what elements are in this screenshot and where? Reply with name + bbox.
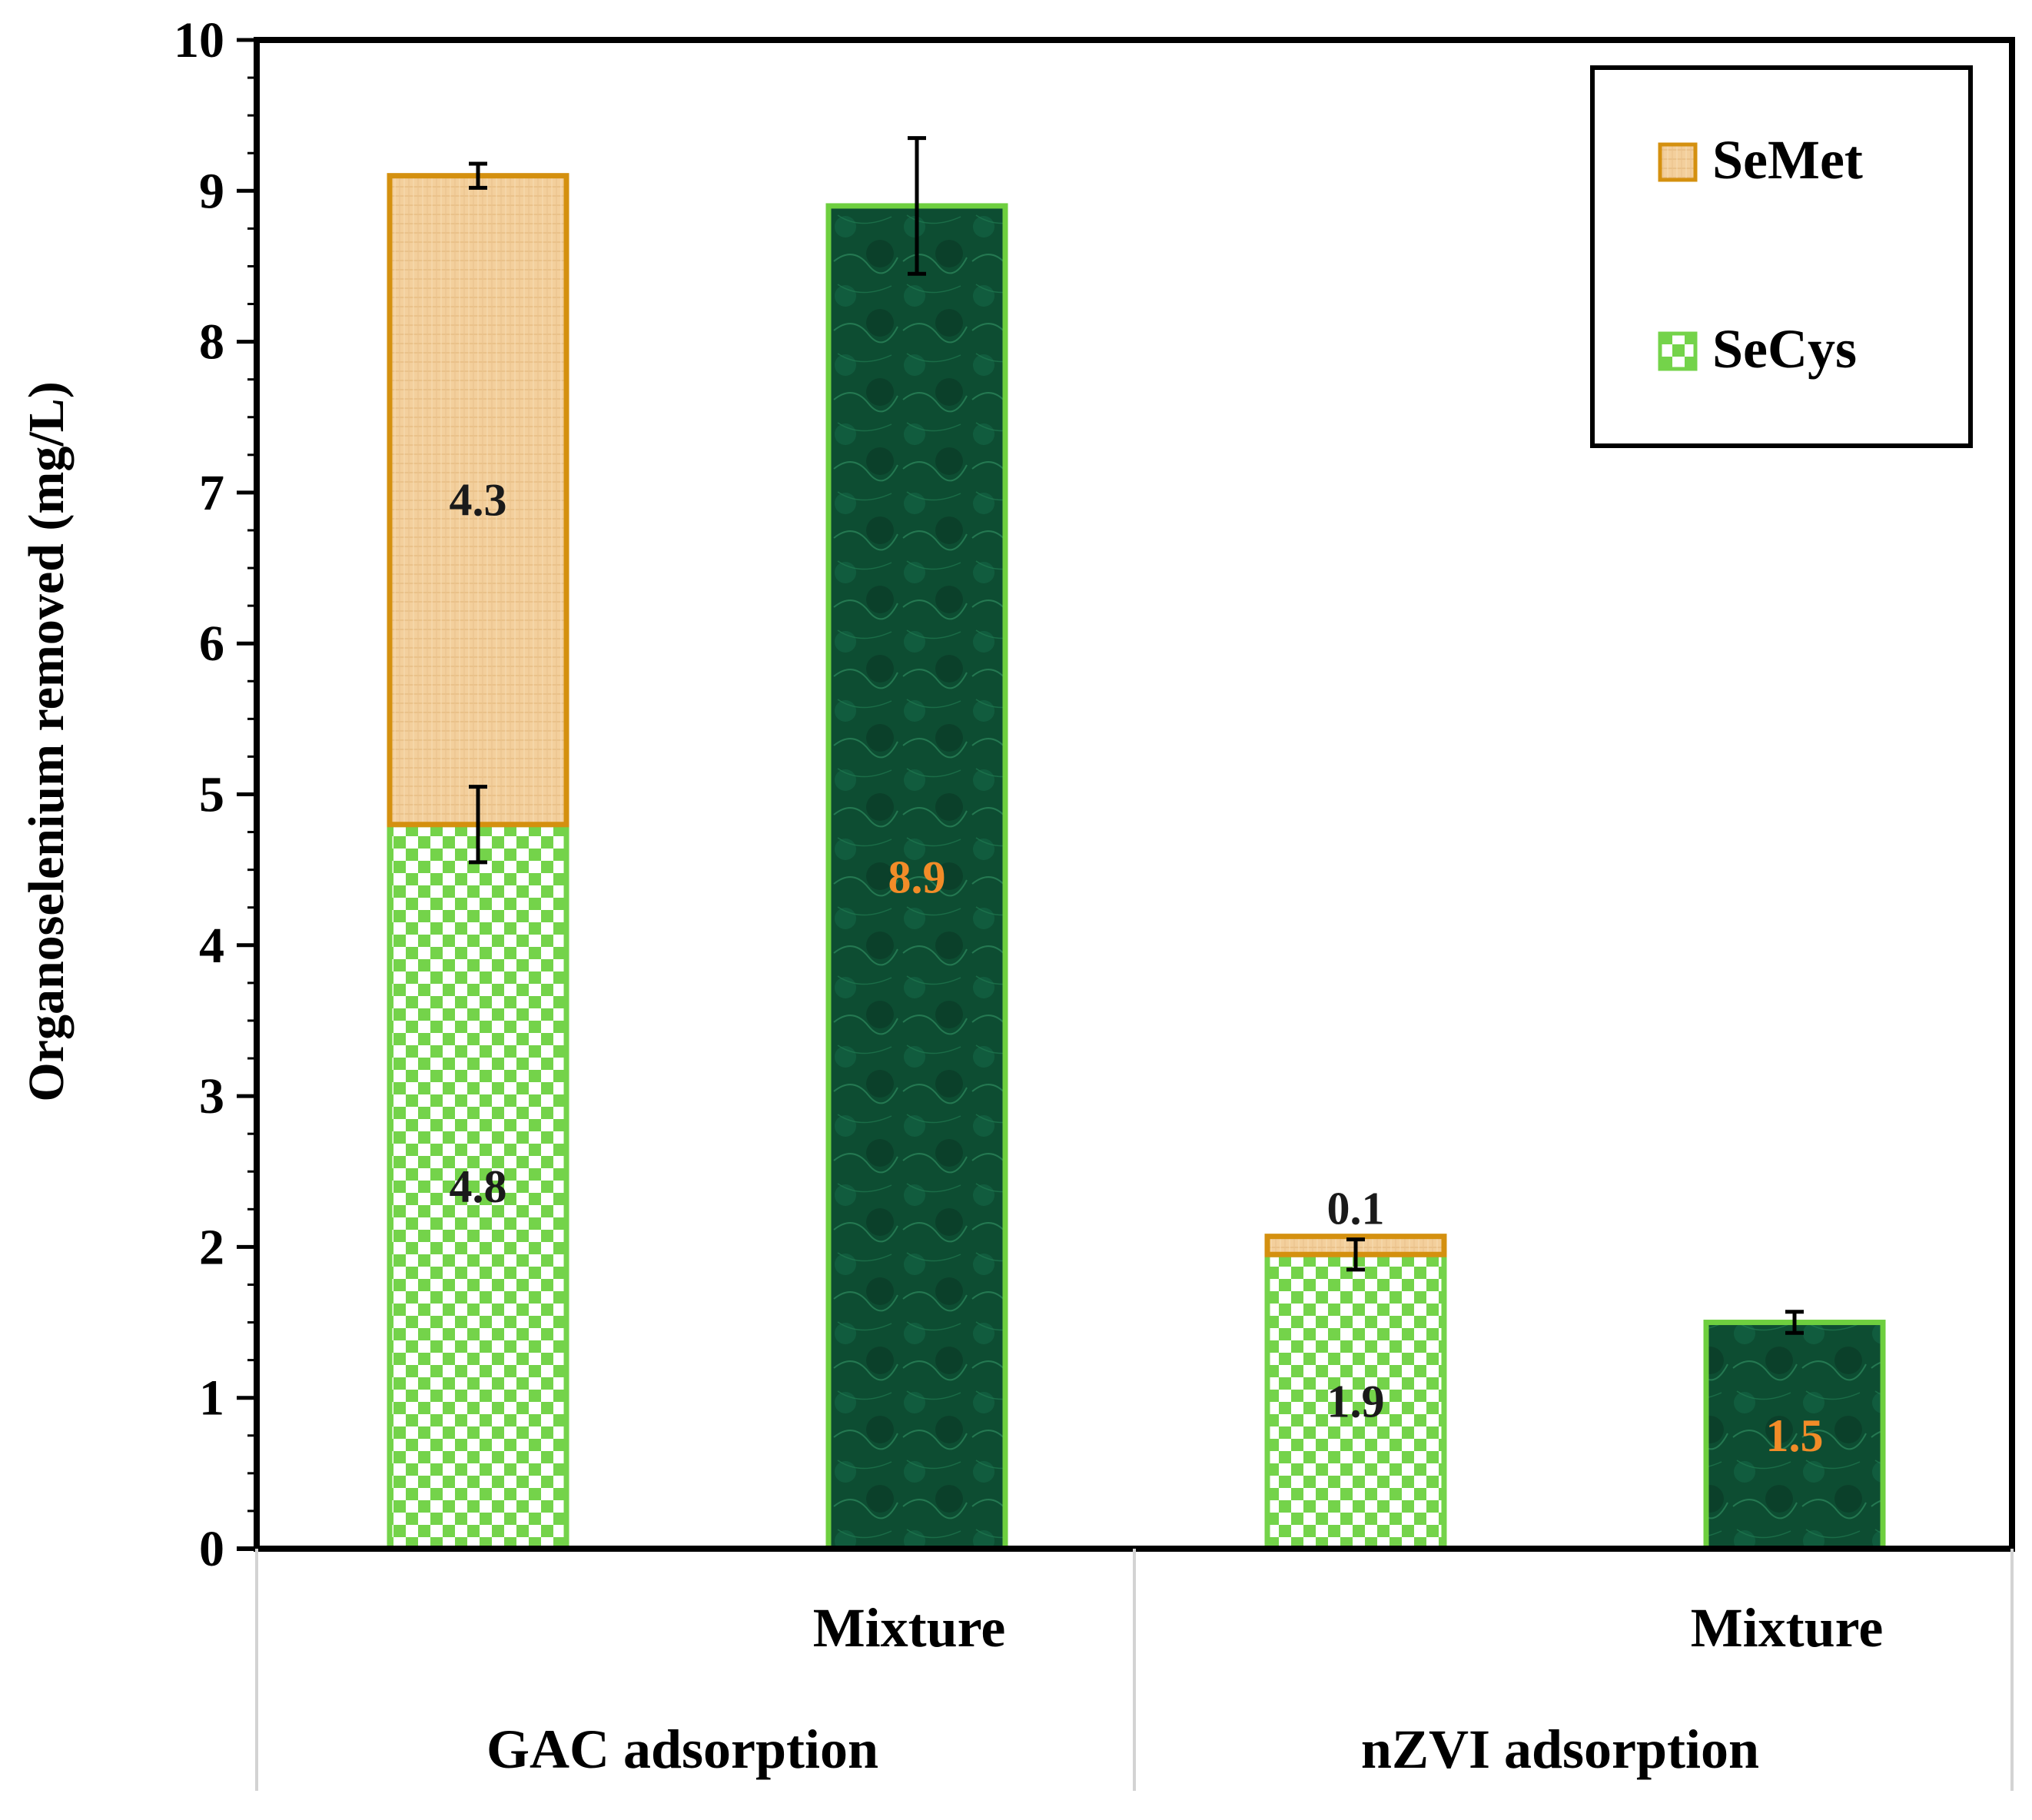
x-category-label: Mixture bbox=[813, 1597, 1006, 1659]
x-group-label: nZVI adsorption bbox=[1361, 1719, 1759, 1780]
error-bar bbox=[1785, 1310, 1804, 1335]
x-category-label: Mixture bbox=[1691, 1597, 1884, 1659]
y-tick-label: 9 bbox=[199, 163, 224, 219]
data-label: 4.3 bbox=[450, 475, 507, 526]
error-bar bbox=[469, 785, 487, 865]
legend: SeMet SeCys bbox=[1590, 65, 1973, 448]
y-tick-label: 4 bbox=[199, 918, 224, 974]
error-bar bbox=[908, 136, 926, 276]
x-group-label: GAC adsorption bbox=[486, 1719, 878, 1780]
data-label: 8.9 bbox=[888, 852, 946, 902]
data-label: 1.5 bbox=[1766, 1410, 1824, 1461]
legend-swatch-secys bbox=[1658, 331, 1698, 371]
y-tick-label: 1 bbox=[199, 1370, 224, 1426]
y-tick-label: 7 bbox=[199, 465, 224, 521]
y-tick-label: 3 bbox=[199, 1068, 224, 1124]
y-tick-label: 0 bbox=[199, 1521, 224, 1577]
data-label: 1.9 bbox=[1327, 1377, 1385, 1427]
y-tick-label: 8 bbox=[199, 314, 224, 370]
y-tick-label: 2 bbox=[199, 1219, 224, 1275]
bar-segment-mixture bbox=[1703, 1320, 1886, 1552]
legend-box bbox=[1590, 65, 1973, 448]
y-axis-label: Organoselenium removed (mg/L) bbox=[18, 381, 75, 1101]
y-tick-label: 10 bbox=[174, 12, 224, 68]
error-bar bbox=[1346, 1237, 1365, 1272]
bar-segment-semet bbox=[387, 173, 569, 828]
legend-swatch-semet bbox=[1658, 142, 1698, 182]
legend-label-secys: SeCys bbox=[1712, 318, 1857, 380]
bar-segment-mixture bbox=[825, 203, 1008, 1552]
y-tick-label: 5 bbox=[199, 767, 224, 823]
data-label: 4.8 bbox=[450, 1161, 507, 1212]
legend-label-semet: SeMet bbox=[1712, 129, 1863, 191]
bar-segment-secys bbox=[1264, 1251, 1447, 1552]
error-bar bbox=[469, 161, 487, 190]
data-label: 0.1 bbox=[1327, 1184, 1385, 1234]
y-tick-label: 6 bbox=[199, 616, 224, 672]
